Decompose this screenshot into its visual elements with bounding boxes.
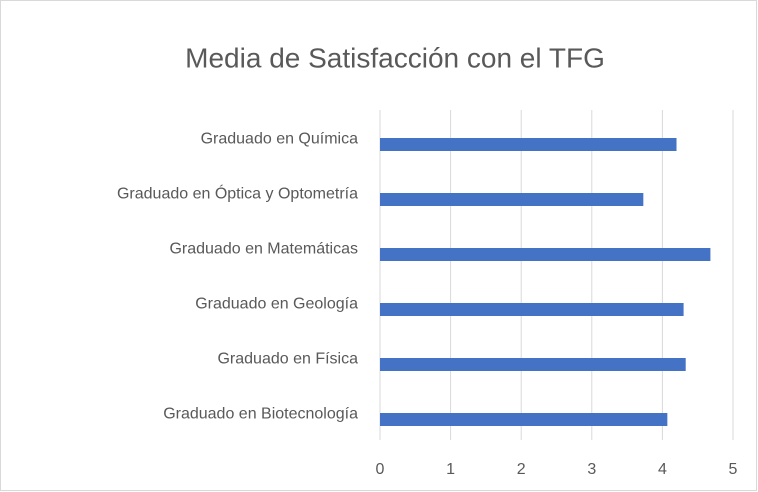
x-tick-label: 3 <box>587 461 596 478</box>
y-tick-label: Graduado en Óptica y Optometría <box>117 184 358 203</box>
x-tick-label: 4 <box>658 461 667 478</box>
bar <box>380 413 668 426</box>
x-tick-label: 2 <box>517 461 526 478</box>
y-tick-label: Graduado en Matemáticas <box>169 241 358 258</box>
bar <box>380 193 644 206</box>
x-tick-label: 1 <box>446 461 455 478</box>
chart-title: Media de Satisfacción con el TFG <box>185 42 605 73</box>
y-tick-label: Graduado en Geología <box>195 296 358 313</box>
bar <box>380 138 677 151</box>
y-tick-label: Graduado en Biotecnología <box>163 406 358 423</box>
y-tick-label: Graduado en Física <box>217 351 358 368</box>
bar <box>380 248 711 261</box>
x-tick-label: 5 <box>729 461 738 478</box>
x-tick-label: 0 <box>376 461 385 478</box>
y-tick-label: Graduado en Química <box>201 131 359 148</box>
bar <box>380 358 686 371</box>
bar <box>380 303 684 316</box>
